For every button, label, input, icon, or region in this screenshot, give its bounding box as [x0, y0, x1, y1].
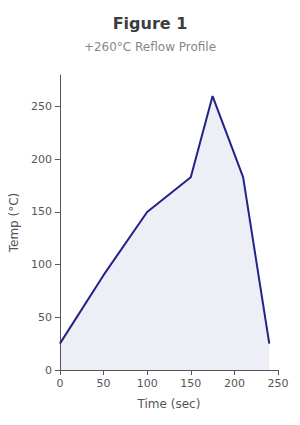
svg-text:Time (sec): Time (sec)	[137, 397, 201, 411]
svg-text:100: 100	[31, 258, 52, 271]
svg-text:200: 200	[224, 377, 245, 390]
svg-text:150: 150	[31, 205, 52, 218]
svg-text:+260°C Reflow Profile: +260°C Reflow Profile	[84, 40, 216, 54]
svg-text:100: 100	[137, 377, 158, 390]
svg-text:250: 250	[31, 100, 52, 113]
svg-text:0: 0	[56, 377, 63, 390]
svg-text:250: 250	[268, 377, 289, 390]
svg-text:0: 0	[45, 364, 52, 377]
svg-text:150: 150	[180, 377, 201, 390]
svg-text:200: 200	[31, 153, 52, 166]
svg-text:Figure 1: Figure 1	[113, 14, 188, 33]
svg-text:50: 50	[38, 311, 52, 324]
svg-text:Temp (°C): Temp (°C)	[7, 193, 21, 254]
svg-text:50: 50	[97, 377, 111, 390]
